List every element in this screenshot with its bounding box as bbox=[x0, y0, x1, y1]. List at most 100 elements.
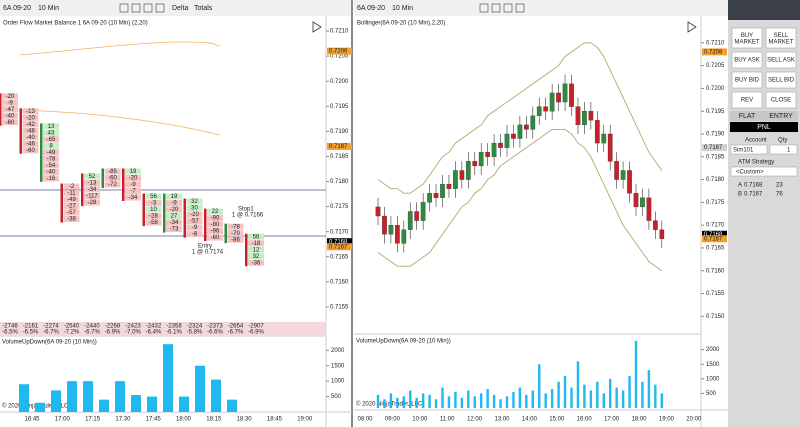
footprint-cell bbox=[125, 194, 141, 201]
footprint-cell bbox=[22, 140, 39, 147]
icon[interactable] bbox=[143, 3, 153, 13]
candle-body bbox=[607, 133, 613, 162]
footprint-value: -34 bbox=[88, 187, 97, 193]
footprint-bar bbox=[142, 193, 145, 227]
volume-bar bbox=[538, 364, 541, 408]
volume-bar bbox=[641, 381, 644, 408]
icon[interactable] bbox=[479, 3, 489, 13]
footprint-value: -9 bbox=[7, 100, 13, 106]
order-button[interactable] bbox=[765, 91, 797, 109]
footprint-value: -85 bbox=[108, 169, 117, 175]
footprint-value: -42 bbox=[26, 122, 35, 128]
footprint-cell bbox=[22, 121, 39, 128]
order-button[interactable] bbox=[765, 27, 797, 49]
footprint-cell bbox=[22, 108, 39, 115]
interval-selector[interactable]: 10 Min bbox=[392, 5, 413, 12]
order-button-label: BUY BID bbox=[735, 78, 760, 84]
volume-bar bbox=[179, 396, 189, 412]
footprint-cell bbox=[2, 119, 18, 126]
footprint-cell bbox=[43, 136, 59, 143]
footprint-value: -78 bbox=[47, 156, 56, 162]
volume-bar bbox=[195, 365, 205, 412]
footprint-cell bbox=[207, 228, 223, 235]
volume-bar bbox=[486, 389, 489, 408]
footprint-value: -70 bbox=[231, 231, 240, 237]
icon[interactable] bbox=[515, 3, 525, 13]
instrument-selector[interactable]: 6A 09-20 bbox=[357, 5, 385, 12]
order-button[interactable] bbox=[731, 51, 763, 69]
candle-body bbox=[646, 197, 652, 221]
order-button-label: SELL ASK bbox=[767, 58, 795, 64]
atm-select[interactable] bbox=[730, 166, 798, 177]
delta-value: -2654 bbox=[228, 324, 244, 330]
footprint-cell bbox=[2, 106, 18, 113]
footprint-value: -13 bbox=[26, 109, 35, 115]
x-tick-label: 18:15 bbox=[206, 417, 222, 423]
delta-value: -2540 bbox=[64, 324, 80, 330]
scroll-icon[interactable] bbox=[312, 21, 322, 33]
order-panel-header bbox=[728, 0, 800, 20]
footprint-cell bbox=[125, 175, 141, 182]
candle-body bbox=[530, 115, 536, 130]
y-tick-label: 2000 bbox=[706, 347, 720, 353]
interval-selector[interactable]: 10 Min bbox=[38, 5, 59, 12]
volume-bar bbox=[615, 387, 618, 408]
totals-selector[interactable]: Totals bbox=[194, 5, 213, 12]
footprint-cell bbox=[63, 190, 80, 197]
delta-percent: -6.6% bbox=[207, 330, 223, 336]
footprint-value: -11 bbox=[67, 191, 76, 197]
footprint-value: -57 bbox=[190, 219, 199, 225]
y-tick-label: 0.7195 bbox=[706, 109, 725, 115]
footprint-value: 30 bbox=[191, 206, 198, 212]
y-tick-label: 0.7195 bbox=[330, 104, 349, 110]
footprint-bar bbox=[245, 233, 248, 267]
delta-value: -2373 bbox=[207, 324, 223, 330]
mode-selector[interactable]: Delta bbox=[172, 5, 188, 12]
footprint-value: -40 bbox=[47, 169, 56, 175]
footprint-cell bbox=[227, 223, 244, 230]
footprint-cell bbox=[227, 236, 244, 243]
footprint-cell bbox=[186, 198, 203, 205]
qty-input[interactable] bbox=[769, 144, 798, 155]
order-button[interactable] bbox=[731, 91, 763, 109]
footprint-value: 56 bbox=[253, 234, 260, 240]
order-button-label: REV bbox=[741, 98, 753, 104]
scroll-icon[interactable] bbox=[687, 21, 697, 33]
icon[interactable] bbox=[155, 3, 165, 13]
order-button-label: BUY ASK bbox=[734, 58, 760, 64]
delta-row bbox=[0, 322, 326, 336]
order-button[interactable] bbox=[731, 71, 763, 89]
order-button[interactable] bbox=[765, 51, 797, 69]
delta-percent: -6.5% bbox=[2, 330, 18, 336]
price-marker bbox=[702, 48, 727, 56]
y-tick-label: 0.7190 bbox=[330, 129, 349, 135]
y-tick-label: 0.7175 bbox=[706, 200, 725, 206]
order-button[interactable] bbox=[731, 27, 763, 49]
volume-bar bbox=[421, 393, 425, 408]
candle-body bbox=[601, 133, 607, 144]
icon[interactable] bbox=[131, 3, 141, 13]
x-tick-label: 19:00 bbox=[659, 417, 675, 423]
candle-body bbox=[420, 202, 426, 221]
footprint-cell bbox=[104, 181, 121, 188]
y-tick-label: 500 bbox=[331, 394, 342, 400]
icon[interactable] bbox=[503, 3, 513, 13]
candle-body bbox=[588, 111, 594, 121]
order-button[interactable] bbox=[765, 71, 797, 89]
price-marker-label: 0.7187 bbox=[704, 145, 723, 151]
volume-bar bbox=[467, 390, 470, 408]
icon[interactable] bbox=[491, 3, 501, 13]
account-select[interactable] bbox=[730, 144, 768, 155]
y-tick-label: 0.7160 bbox=[706, 268, 725, 274]
footprint-value: -60 bbox=[108, 176, 117, 182]
icon[interactable] bbox=[119, 3, 129, 13]
instrument-selector[interactable]: 6A 09-20 bbox=[3, 5, 31, 12]
candle-body bbox=[582, 111, 587, 126]
footprint-value: 56 bbox=[150, 194, 157, 200]
copyright: © 2020 NinjaTrader, LLC bbox=[356, 401, 423, 408]
qty-label: Qty bbox=[778, 138, 787, 144]
footprint-bar bbox=[19, 108, 22, 154]
indicator-label: Bollinger(6A 09-20 (10 Min),2,20) bbox=[357, 21, 445, 27]
delta-percent: -6.7% bbox=[84, 330, 100, 336]
candle-body bbox=[536, 106, 542, 116]
